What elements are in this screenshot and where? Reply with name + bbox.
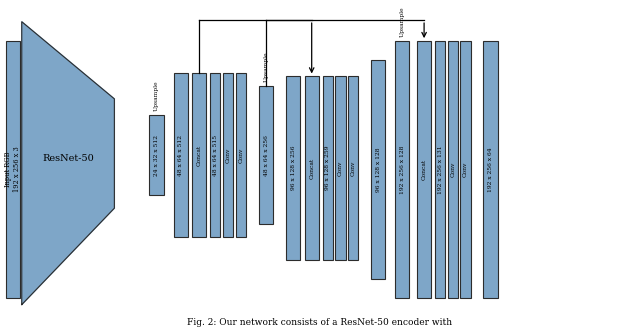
Text: Conv: Conv bbox=[351, 160, 356, 176]
FancyBboxPatch shape bbox=[335, 76, 346, 260]
FancyBboxPatch shape bbox=[236, 73, 246, 237]
FancyBboxPatch shape bbox=[223, 73, 233, 237]
Text: Upsample: Upsample bbox=[154, 80, 159, 111]
FancyBboxPatch shape bbox=[286, 76, 300, 260]
FancyBboxPatch shape bbox=[192, 73, 206, 237]
FancyBboxPatch shape bbox=[210, 73, 220, 237]
FancyBboxPatch shape bbox=[348, 76, 358, 260]
FancyBboxPatch shape bbox=[396, 41, 410, 298]
Text: Conv: Conv bbox=[225, 147, 230, 163]
FancyBboxPatch shape bbox=[483, 41, 497, 298]
Text: Fig. 2: Our network consists of a ResNet-50 encoder with: Fig. 2: Our network consists of a ResNet… bbox=[188, 318, 452, 327]
FancyBboxPatch shape bbox=[305, 76, 319, 260]
Polygon shape bbox=[22, 22, 115, 305]
Text: Upsample: Upsample bbox=[400, 7, 405, 37]
Text: Upsample: Upsample bbox=[264, 52, 269, 82]
Text: 192 x 256 x 64: 192 x 256 x 64 bbox=[488, 147, 493, 192]
Text: 192 x 256 x 128: 192 x 256 x 128 bbox=[400, 145, 405, 194]
FancyBboxPatch shape bbox=[417, 41, 431, 298]
Text: 96 x 128 x 128: 96 x 128 x 128 bbox=[376, 147, 381, 192]
Text: Concat: Concat bbox=[197, 145, 202, 166]
Text: 24 x 32 x 512: 24 x 32 x 512 bbox=[154, 135, 159, 176]
Text: Conv: Conv bbox=[463, 162, 468, 177]
Text: Conv: Conv bbox=[338, 160, 343, 176]
Text: 48 x 64 x 512: 48 x 64 x 512 bbox=[179, 135, 183, 176]
Text: Conv: Conv bbox=[238, 147, 243, 163]
Text: ResNet-50: ResNet-50 bbox=[42, 154, 94, 163]
Text: 48 x 64 x 256: 48 x 64 x 256 bbox=[264, 135, 269, 175]
FancyBboxPatch shape bbox=[461, 41, 470, 298]
Text: Conv: Conv bbox=[451, 162, 455, 177]
FancyBboxPatch shape bbox=[6, 41, 20, 298]
Text: Concat: Concat bbox=[422, 159, 427, 180]
Text: 96 x 128 x 259: 96 x 128 x 259 bbox=[325, 146, 330, 190]
FancyBboxPatch shape bbox=[323, 76, 333, 260]
FancyBboxPatch shape bbox=[448, 41, 458, 298]
Text: 48 x 64 x 515: 48 x 64 x 515 bbox=[212, 135, 218, 176]
FancyBboxPatch shape bbox=[173, 73, 188, 237]
Text: 96 x 128 x 256: 96 x 128 x 256 bbox=[291, 146, 296, 190]
FancyBboxPatch shape bbox=[435, 41, 445, 298]
Text: Concat: Concat bbox=[309, 157, 314, 179]
Text: Input RGB
192 x 256 x 3: Input RGB 192 x 256 x 3 bbox=[4, 147, 21, 192]
FancyBboxPatch shape bbox=[150, 115, 164, 195]
FancyBboxPatch shape bbox=[259, 86, 273, 224]
FancyBboxPatch shape bbox=[371, 60, 385, 279]
Text: 192 x 256 x 131: 192 x 256 x 131 bbox=[438, 145, 442, 194]
